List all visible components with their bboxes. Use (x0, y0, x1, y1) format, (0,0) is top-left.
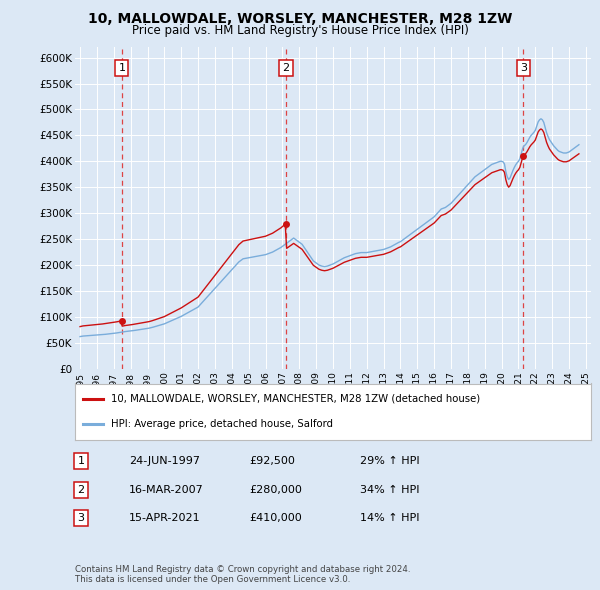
Text: 16-MAR-2007: 16-MAR-2007 (129, 485, 204, 494)
Text: 3: 3 (520, 63, 527, 73)
Text: 15-APR-2021: 15-APR-2021 (129, 513, 200, 523)
Text: Contains HM Land Registry data © Crown copyright and database right 2024.
This d: Contains HM Land Registry data © Crown c… (75, 565, 410, 584)
Text: 34% ↑ HPI: 34% ↑ HPI (360, 485, 419, 494)
Text: £280,000: £280,000 (249, 485, 302, 494)
Text: £410,000: £410,000 (249, 513, 302, 523)
Text: 10, MALLOWDALE, WORSLEY, MANCHESTER, M28 1ZW (detached house): 10, MALLOWDALE, WORSLEY, MANCHESTER, M28… (111, 394, 481, 404)
Text: Price paid vs. HM Land Registry's House Price Index (HPI): Price paid vs. HM Land Registry's House … (131, 24, 469, 37)
Text: 29% ↑ HPI: 29% ↑ HPI (360, 457, 419, 466)
Text: 1: 1 (77, 457, 85, 466)
Text: 2: 2 (77, 485, 85, 494)
Text: 14% ↑ HPI: 14% ↑ HPI (360, 513, 419, 523)
Text: HPI: Average price, detached house, Salford: HPI: Average price, detached house, Salf… (111, 419, 333, 430)
Text: 3: 3 (77, 513, 85, 523)
Text: £92,500: £92,500 (249, 457, 295, 466)
Text: 24-JUN-1997: 24-JUN-1997 (129, 457, 200, 466)
Text: 10, MALLOWDALE, WORSLEY, MANCHESTER, M28 1ZW: 10, MALLOWDALE, WORSLEY, MANCHESTER, M28… (88, 12, 512, 26)
Text: 1: 1 (118, 63, 125, 73)
Text: 2: 2 (283, 63, 290, 73)
